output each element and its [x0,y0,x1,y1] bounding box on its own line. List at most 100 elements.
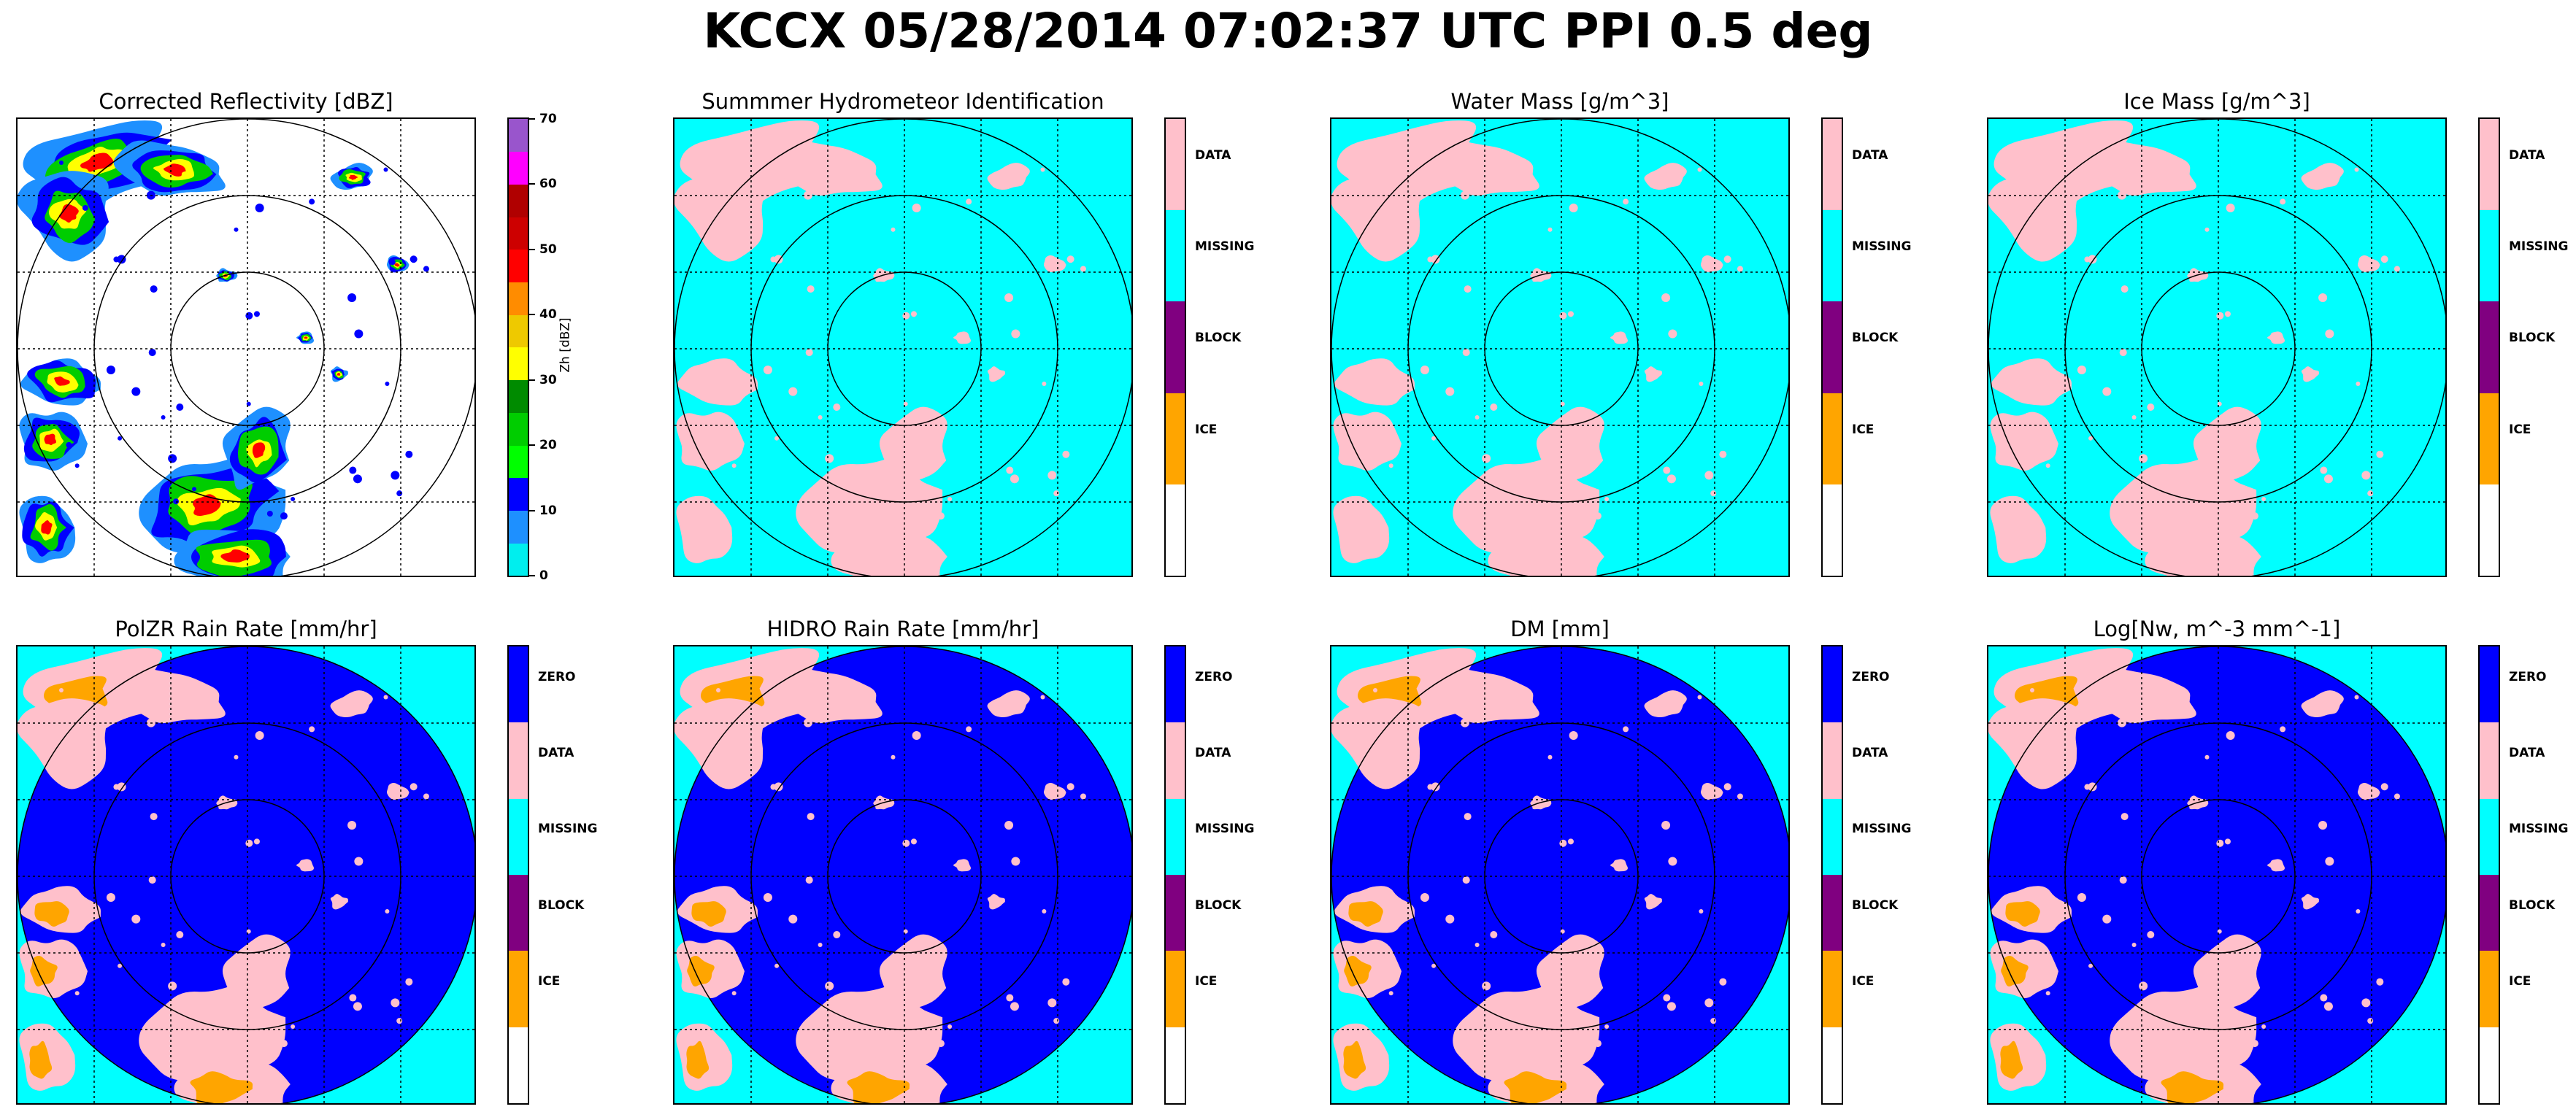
echo-speck-19 [106,366,115,375]
data-speck-31 [1431,255,1440,264]
data-speck-10 [1464,813,1472,821]
colorbar-segment-zero [2480,646,2499,723]
data-speck-29 [2144,1026,2150,1032]
data-speck-31 [774,782,783,792]
colorbar-label-missing: MISSING [1195,822,1255,837]
data-speck-32 [1040,695,1045,700]
data-speck-0 [1373,688,1377,692]
colorbar-segment-9 [509,249,528,283]
data-region-4 [1333,412,1402,471]
data-speck-17 [2037,441,2043,448]
data-speck-18 [1469,517,1477,525]
panel-title-hydrometeor-id: Summmer Hydrometeor Identification [701,89,1104,114]
data-region-2 [113,668,226,724]
radar-ppi-hidro-rain-rate [674,646,1131,1103]
data-region-4 [676,412,745,471]
colorbar-segment-block [2480,301,2499,394]
range-ring-2 [93,722,401,1030]
data-speck-16 [1431,963,1437,968]
colorbar-segment-4 [509,412,528,446]
data-speck-32 [383,695,388,700]
colorbar-label-ice: ICE [538,974,561,989]
data-speck-2 [894,523,902,531]
echo-region-5-level-4 [41,520,53,535]
colorbar-tick-1 [529,509,535,511]
data-speck-27 [168,981,177,991]
colorbar-label-missing: MISSING [2509,239,2569,255]
colorbar-segment-missing [2480,210,2499,302]
data-speck-10 [2121,285,2129,293]
data-region-1 [1331,171,1423,262]
colorbar-label-missing: MISSING [1852,822,1912,837]
colorbar-label-data: DATA [1195,148,1231,163]
data-region-1 [1988,171,2080,262]
plot-dm [1330,645,1790,1105]
colorbar-segment-block [1823,875,1842,951]
echo-speck-16 [118,436,123,441]
range-ring-1 [170,799,325,954]
colorbar-tick-7 [529,118,535,120]
echo-speck-38 [349,466,357,474]
colorbar-segment-data [1823,722,1842,800]
colorbar-label-missing: MISSING [1195,239,1255,255]
data-speck-29 [2144,498,2150,505]
data-speck-6 [405,978,413,986]
colorbar-tick-0 [529,575,535,576]
data-speck-2 [894,1051,902,1059]
data-speck-20 [947,496,953,501]
echo-speck-0 [59,161,64,165]
data-region-8 [222,934,291,1018]
colorbar-segment-ice [1166,951,1185,1028]
data-speck-18 [812,517,820,525]
data-speck-32 [2354,167,2359,172]
colorbar-label-missing: MISSING [1852,239,1912,255]
data-speck-26 [2250,512,2258,520]
echo-speck-31 [117,255,126,264]
data-region-9 [2301,163,2344,190]
range-ring-2 [750,722,1058,1030]
range-ring-1 [2141,799,2296,954]
data-speck-17 [2037,969,2043,976]
data-speck-31 [1431,782,1440,792]
data-speck-1 [910,311,917,317]
echo-speck-10 [150,285,158,293]
plot-hidro-rain-rate [673,645,1133,1105]
data-speck-11 [788,387,798,396]
colorbar-segment-ice [2480,393,2499,485]
data-speck-22 [1462,349,1470,357]
colorbar-segment-zero [1166,646,1185,723]
data-speck-10 [150,813,158,821]
plot-log-nw [1987,645,2447,1105]
data-speck-17 [723,969,729,976]
data-region-9 [330,690,373,718]
echo-speck-39 [353,474,362,484]
data-region-1 [674,698,766,789]
colorbar-segment-block [2480,875,2499,951]
data-speck-5 [1623,726,1629,733]
data-speck-7 [912,203,921,212]
data-speck-15 [1004,293,1014,302]
data-region-8 [879,406,947,490]
ice-region-3 [34,901,69,927]
colorbar-segment-3 [509,445,528,479]
data-region-3 [677,358,758,406]
data-speck-16 [774,436,780,441]
panel-hydrometeor-id [673,117,1133,577]
colorbar-segment-1 [509,510,528,544]
data-speck-1 [2224,838,2231,845]
data-region-13 [1610,331,1629,344]
echo-region-1-level-4 [58,204,79,223]
data-speck-26 [1593,512,1602,520]
data-region-4 [1990,412,2058,471]
panel-title-reflectivity: Corrected Reflectivity [dBZ] [99,89,393,114]
echo-speck-5 [309,198,315,205]
echo-speck-20 [291,496,296,501]
colorbar-tick-label-1: 10 [539,503,557,518]
data-speck-22 [805,876,813,884]
data-speck-26 [280,1040,288,1048]
colorbar-segment-missing [1823,798,1842,876]
ice-region-7 [847,1071,910,1103]
data-speck-22 [805,349,813,357]
data-speck-1 [910,838,917,845]
data-speck-9 [1046,787,1053,793]
